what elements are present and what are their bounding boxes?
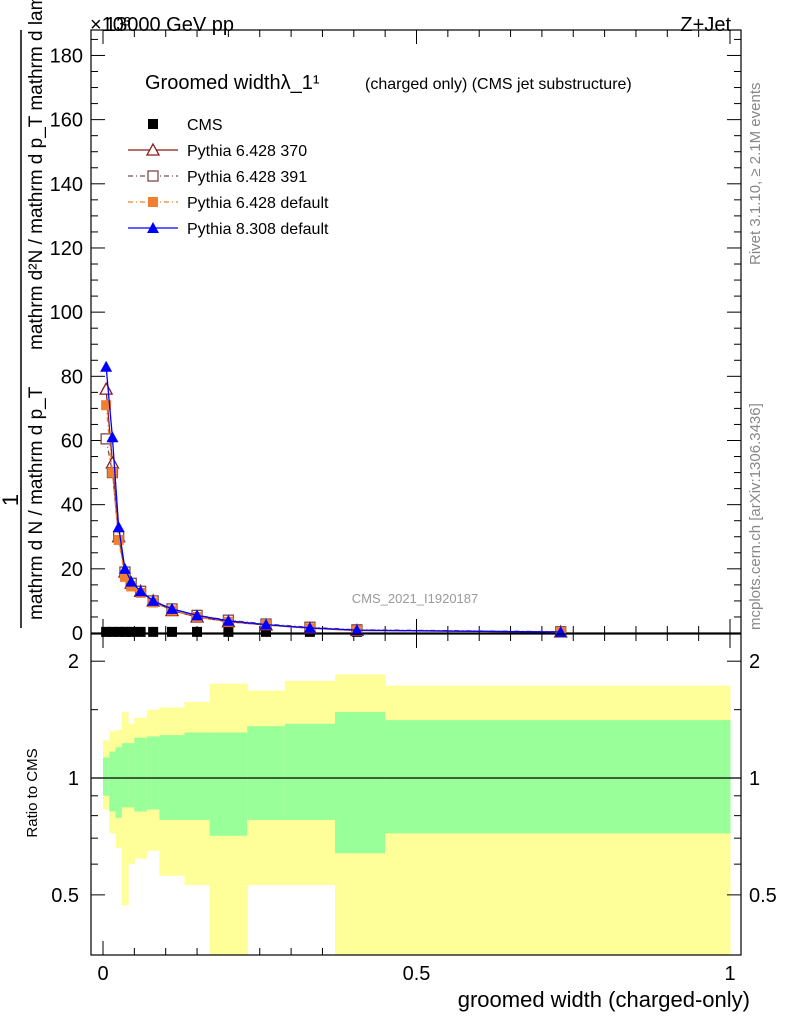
y-tick-label: 120 <box>50 238 83 260</box>
data-point-pythia-8-308-default <box>125 575 138 587</box>
ratio-inner-band <box>115 747 123 818</box>
data-point-pythia-8-308-default <box>303 621 316 633</box>
ratio-y-tick-label: 1 <box>68 768 79 790</box>
data-point-cms <box>126 626 137 637</box>
watermark: CMS_2021_I1920187 <box>352 591 479 606</box>
y-tick-label: 20 <box>61 559 83 581</box>
data-point-pythia-6-428-default <box>119 571 130 582</box>
y-tick-label: 180 <box>50 45 83 67</box>
xlabel: groomed width (charged-only) <box>458 987 750 1012</box>
ylabel-denominator: mathrm d N / mathrm d p_T <box>26 386 47 620</box>
ratio-inner-band <box>385 720 731 834</box>
y-tick-label: 40 <box>61 495 83 517</box>
data-point-pythia-8-308-default <box>134 585 147 597</box>
series-line-pythia-6-428-391 <box>105 438 561 633</box>
series-line-pythia-6-428-370 <box>105 389 561 633</box>
data-point-pythia-6-428-370 <box>99 381 114 395</box>
ratio-ylabel: Ratio to CMS <box>24 748 41 837</box>
ratio-inner-band <box>103 757 110 796</box>
data-point-pythia-8-308-default <box>350 624 363 636</box>
ratio-inner-band <box>146 736 160 810</box>
ratio-y-tick-label-right: 0.5 <box>749 885 777 907</box>
data-point-cms <box>223 626 234 637</box>
data-point-cms <box>148 626 159 637</box>
data-point-pythia-8-308-default <box>112 521 125 533</box>
legend-marker-pythia-8-308-default <box>147 222 159 233</box>
series-line-pythia-8-308-default <box>105 366 561 633</box>
legend-label-pythia-6-428-default: Pythia 6.428 default <box>187 195 329 212</box>
ylabel-numerator: 1 <box>0 494 23 506</box>
side-text-top: Rivet 3.1.10, ≥ 2.1M events <box>747 83 764 266</box>
data-point-cms <box>166 626 177 637</box>
ratio-inner-band <box>121 743 129 808</box>
chart-title: Groomed widthλ_1¹ <box>145 72 320 94</box>
y-tick-label: 100 <box>50 302 83 324</box>
data-point-cms <box>261 626 272 637</box>
data-point-pythia-8-308-default <box>222 614 235 626</box>
x-tick-label: 0.5 <box>403 963 431 985</box>
data-point-pythia-8-308-default <box>100 360 113 372</box>
legend-marker-pythia-6-428-391 <box>147 170 159 182</box>
ratio-y-tick-label: 0.5 <box>51 885 79 907</box>
data-point-pythia-6-428-default <box>113 534 124 545</box>
y-tick-label: 80 <box>61 366 83 388</box>
data-point-pythia-8-308-default <box>165 602 178 614</box>
data-point-pythia-8-308-default <box>147 594 160 606</box>
ratio-inner-band <box>109 751 117 812</box>
x-tick-label: 1 <box>724 963 735 985</box>
data-point-cms <box>107 626 118 637</box>
header-right: Z+Jet <box>680 14 731 36</box>
y-exponent: ×10³ <box>90 14 131 36</box>
data-point-cms <box>101 626 112 637</box>
data-point-pythia-8-308-default <box>118 562 131 574</box>
data-point-pythia-8-308-default <box>106 431 119 443</box>
ratio-y-tick-label: 2 <box>68 651 79 673</box>
ratio-y-tick-label-right: 2 <box>749 651 760 673</box>
ratio-y-tick-label-right: 1 <box>749 768 760 790</box>
ratio-inner-band <box>334 711 386 854</box>
y-tick-label: 0 <box>72 623 83 645</box>
series-line-pythia-6-428-default <box>105 405 561 633</box>
data-point-pythia-6-428-default <box>107 467 118 478</box>
legend-label-pythia-6-428-370: Pythia 6.428 370 <box>187 143 307 160</box>
data-point-cms <box>135 626 146 637</box>
ratio-inner-band <box>184 732 211 820</box>
ratio-inner-band <box>128 743 135 808</box>
legend-label-pythia-6-428-391: Pythia 6.428 391 <box>187 169 307 186</box>
data-point-cms <box>113 626 124 637</box>
side-text-bottom: mcplots.cern.ch [arXiv:1306.3436] <box>747 403 764 630</box>
data-point-pythia-8-308-default <box>260 618 273 630</box>
chart-subtitle: (charged only) (CMS jet substructure) <box>365 76 632 93</box>
data-point-cms <box>192 626 203 637</box>
data-point-pythia-6-428-default <box>101 400 112 411</box>
y-tick-label: 140 <box>50 174 83 196</box>
ratio-inner-band <box>134 737 148 812</box>
legend-label-cms: CMS <box>187 117 223 134</box>
ratio-inner-band <box>284 723 336 820</box>
x-tick-label: 0 <box>97 963 108 985</box>
y-tick-label: 160 <box>50 110 83 132</box>
ratio-frame <box>90 633 742 956</box>
legend-label-pythia-8-308-default: Pythia 8.308 default <box>187 221 329 238</box>
legend-marker-cms <box>148 119 158 129</box>
ratio-inner-band <box>209 732 248 836</box>
legend-marker-pythia-6-428-default <box>148 197 158 207</box>
data-point-pythia-8-308-default <box>191 609 204 621</box>
ylabel-right: mathrm d²N / mathrm d p_T mathrm d lambd… <box>26 0 47 350</box>
legend-marker-pythia-6-428-370 <box>145 142 161 156</box>
y-tick-label: 60 <box>61 430 83 452</box>
data-point-cms <box>119 626 130 637</box>
ratio-outer-band <box>121 711 129 906</box>
ratio-inner-band <box>247 726 286 820</box>
